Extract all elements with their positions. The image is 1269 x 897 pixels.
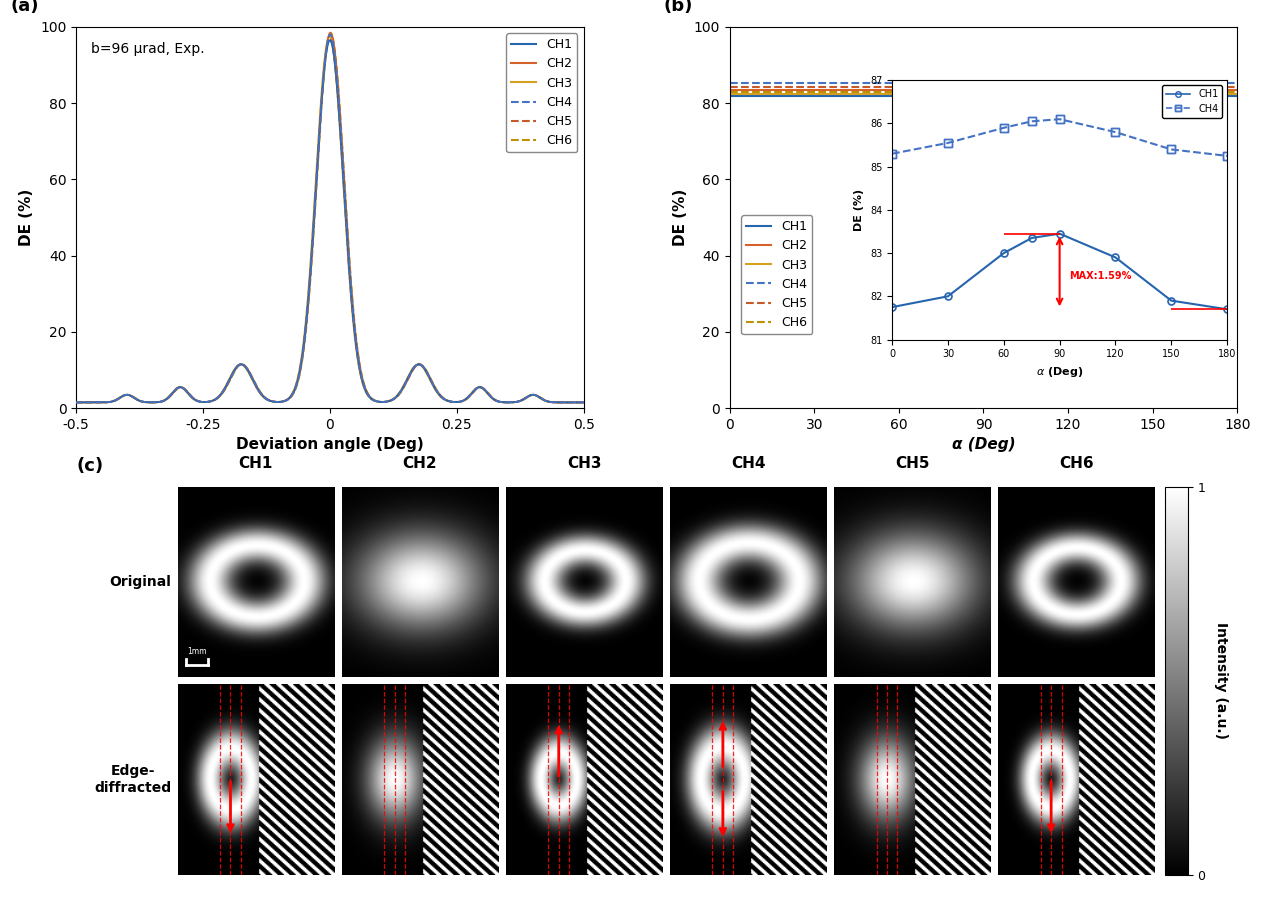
Text: CH5: CH5 bbox=[895, 456, 930, 471]
Text: CH4: CH4 bbox=[731, 456, 765, 471]
Legend: CH1, CH2, CH3, CH4, CH5, CH6: CH1, CH2, CH3, CH4, CH5, CH6 bbox=[506, 33, 577, 152]
X-axis label: α (Deg): α (Deg) bbox=[952, 438, 1015, 452]
Text: CH2: CH2 bbox=[402, 456, 438, 471]
Text: CH6: CH6 bbox=[1060, 456, 1094, 471]
Text: (a): (a) bbox=[10, 0, 38, 15]
X-axis label: Deviation angle (Deg): Deviation angle (Deg) bbox=[236, 438, 424, 452]
Y-axis label: DE (%): DE (%) bbox=[19, 189, 34, 246]
Text: CH3: CH3 bbox=[567, 456, 602, 471]
Text: CH1: CH1 bbox=[239, 456, 273, 471]
Text: b=96 μrad, Exp.: b=96 μrad, Exp. bbox=[91, 42, 206, 57]
Text: Original: Original bbox=[109, 575, 171, 589]
Y-axis label: DE (%): DE (%) bbox=[673, 189, 688, 246]
Text: Edge-
diffracted: Edge- diffracted bbox=[94, 764, 171, 795]
Y-axis label: Intensity (a.u.): Intensity (a.u.) bbox=[1213, 623, 1227, 739]
Legend: CH1, CH2, CH3, CH4, CH5, CH6: CH1, CH2, CH3, CH4, CH5, CH6 bbox=[741, 215, 812, 335]
Text: (c): (c) bbox=[76, 457, 103, 475]
Text: (b): (b) bbox=[664, 0, 693, 15]
Text: 1mm: 1mm bbox=[188, 648, 207, 657]
